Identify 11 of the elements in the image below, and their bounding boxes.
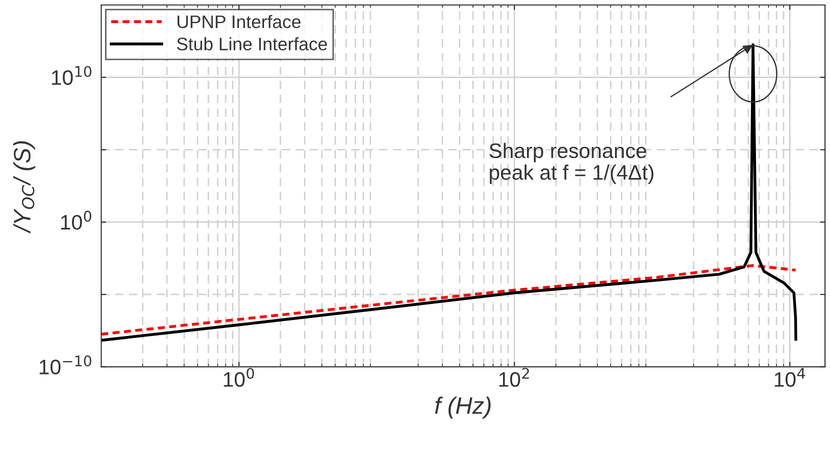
x-tick-label: 10$^{4}$ bbox=[774, 368, 806, 387]
y-tick-label: 10$^{0}$ bbox=[61, 210, 92, 230]
y-axis-title: /Y$_{OC}$/ (S) bbox=[13, 141, 36, 234]
x-tick-label: 10$^{0}$ bbox=[224, 368, 254, 387]
legend-label: Stub Line Interface bbox=[177, 37, 327, 50]
x-axis-title: f (Hz) bbox=[435, 396, 491, 419]
legend-label: UPNP Interface bbox=[178, 14, 301, 28]
y-tick-label: 10$^{−10}$ bbox=[40, 355, 92, 374]
x-tick-label: 10$^{2}$ bbox=[499, 368, 529, 387]
annotation: Sharp resonance peak at f = 1/(4Δt) bbox=[489, 142, 654, 184]
y-tick-label: 10$^{10}$ bbox=[52, 66, 92, 85]
